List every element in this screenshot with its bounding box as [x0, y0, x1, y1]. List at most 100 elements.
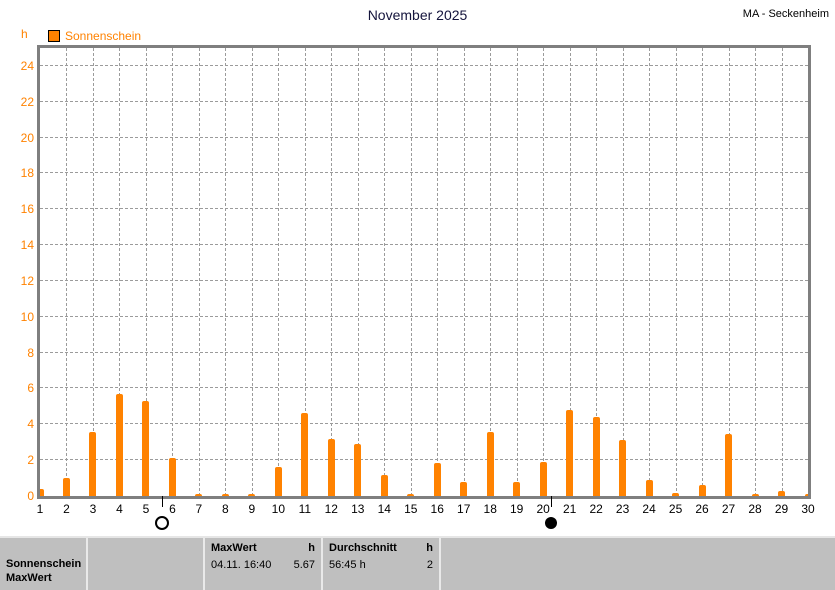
- bar-day-23: [619, 440, 627, 496]
- bar-day-26: [698, 485, 706, 496]
- gridline-horizontal: [40, 172, 808, 174]
- gridline-vertical: [781, 48, 783, 496]
- durchschnitt-value: 56:45 h: [329, 559, 366, 571]
- gridline-vertical: [172, 48, 174, 496]
- bar-day-3: [89, 431, 97, 496]
- x-tick-label: 8: [222, 502, 229, 516]
- gridline-vertical: [516, 48, 518, 496]
- gridline-vertical: [596, 48, 598, 496]
- x-tick-label: 9: [248, 502, 256, 516]
- bar-day-16: [433, 462, 441, 496]
- gridline-vertical: [675, 48, 677, 496]
- new-moon-icon: [545, 517, 558, 529]
- y-tick-label: 4: [27, 417, 34, 432]
- y-tick-label: 0: [27, 489, 34, 503]
- footer-series-name: Sonnenschein: [6, 558, 82, 570]
- legend: Sonnenschein: [48, 29, 141, 43]
- maxwert-header: MaxWert: [211, 542, 257, 554]
- bar-day-25: [672, 493, 680, 496]
- x-tick-label: 19: [510, 502, 524, 516]
- gridline-vertical: [225, 48, 227, 496]
- bar-day-19: [513, 481, 521, 496]
- gridline-horizontal: [40, 315, 808, 317]
- gridline-horizontal: [40, 423, 808, 425]
- gridline-vertical: [92, 48, 94, 496]
- gridline-vertical: [198, 48, 200, 496]
- x-tick-label: 10: [271, 502, 286, 516]
- x-tick-label: 13: [351, 502, 365, 516]
- bar-day-22: [592, 417, 600, 496]
- bar-day-18: [486, 432, 494, 496]
- bar-day-4: [115, 394, 123, 496]
- bar-day-7: [195, 494, 203, 496]
- bar-day-15: [407, 494, 415, 496]
- y-tick-label: 6: [27, 381, 34, 396]
- x-tick-label: 16: [430, 502, 444, 516]
- x-tick-label: 4: [116, 502, 123, 516]
- x-tick-label: 26: [695, 502, 709, 516]
- gridline-vertical: [543, 48, 545, 496]
- x-tick-label: 14: [377, 502, 391, 516]
- gridline-vertical: [278, 48, 280, 496]
- x-tick-label: 5: [142, 502, 150, 516]
- gridline-vertical: [463, 48, 465, 496]
- x-tick-label: 21: [562, 502, 577, 516]
- x-tick-label: 23: [615, 502, 630, 516]
- bar-day-6: [168, 458, 176, 496]
- gridline-vertical: [410, 48, 412, 496]
- moon-marker-tick: [161, 496, 163, 507]
- gridline-horizontal: [40, 100, 808, 102]
- x-tick-label: 18: [483, 502, 497, 516]
- maxwert-value: 5.67: [293, 559, 315, 571]
- full-moon-icon: [154, 516, 169, 530]
- gridline-vertical: [649, 48, 651, 496]
- gridline-horizontal: [40, 244, 808, 246]
- gridline-horizontal: [40, 64, 808, 66]
- y-axis-unit-label: h: [21, 27, 28, 41]
- bar-day-11: [301, 412, 309, 496]
- gridline-vertical: [119, 48, 121, 496]
- gridline-horizontal: [40, 387, 808, 389]
- bar-day-13: [354, 444, 362, 496]
- bar-day-21: [566, 409, 574, 496]
- x-tick-label: 1: [36, 502, 44, 516]
- x-tick-label: 15: [404, 502, 418, 516]
- footer-cell-maxwert: MaxWert h 04.11. 16:40 5.67: [205, 538, 323, 590]
- bar-day-27: [725, 434, 733, 496]
- gridline-vertical: [728, 48, 730, 496]
- bar-day-30: [804, 494, 808, 496]
- x-tick-label: 22: [589, 502, 603, 516]
- gridline-horizontal: [40, 136, 808, 138]
- bar-day-9: [248, 494, 256, 496]
- x-tick-label: 17: [457, 502, 471, 516]
- x-tick-label: 28: [748, 502, 762, 516]
- y-tick-label: 2: [27, 453, 34, 468]
- y-tick-label: 24: [20, 58, 34, 73]
- y-tick-label: 14: [20, 238, 34, 253]
- gridline-horizontal: [40, 459, 808, 461]
- bar-day-12: [327, 438, 335, 496]
- moon-marker-tick: [551, 496, 553, 507]
- x-tick-label: 2: [63, 502, 70, 516]
- gridline-horizontal: [40, 351, 808, 353]
- x-tick-label: 6: [169, 502, 176, 516]
- gridline-vertical: [702, 48, 704, 496]
- durchschnitt-unit-header: h: [426, 542, 433, 554]
- gridline-vertical: [331, 48, 333, 496]
- y-tick-label: 8: [27, 345, 34, 360]
- bar-day-28: [751, 494, 759, 496]
- y-tick-label: 22: [20, 94, 34, 109]
- bar-day-10: [274, 467, 282, 496]
- footer-series-metric: MaxWert: [6, 572, 52, 584]
- bar-day-14: [380, 475, 388, 496]
- gridline-vertical: [569, 48, 571, 496]
- gridline-vertical: [490, 48, 492, 496]
- bar-day-20: [539, 461, 547, 496]
- x-tick-label: 25: [668, 502, 683, 516]
- x-tick-label: 30: [801, 502, 815, 516]
- gridline-vertical: [145, 48, 147, 496]
- footer-cell-series: Sonnenschein MaxWert: [0, 538, 88, 590]
- gridline-vertical: [755, 48, 757, 496]
- gridline-vertical: [357, 48, 359, 496]
